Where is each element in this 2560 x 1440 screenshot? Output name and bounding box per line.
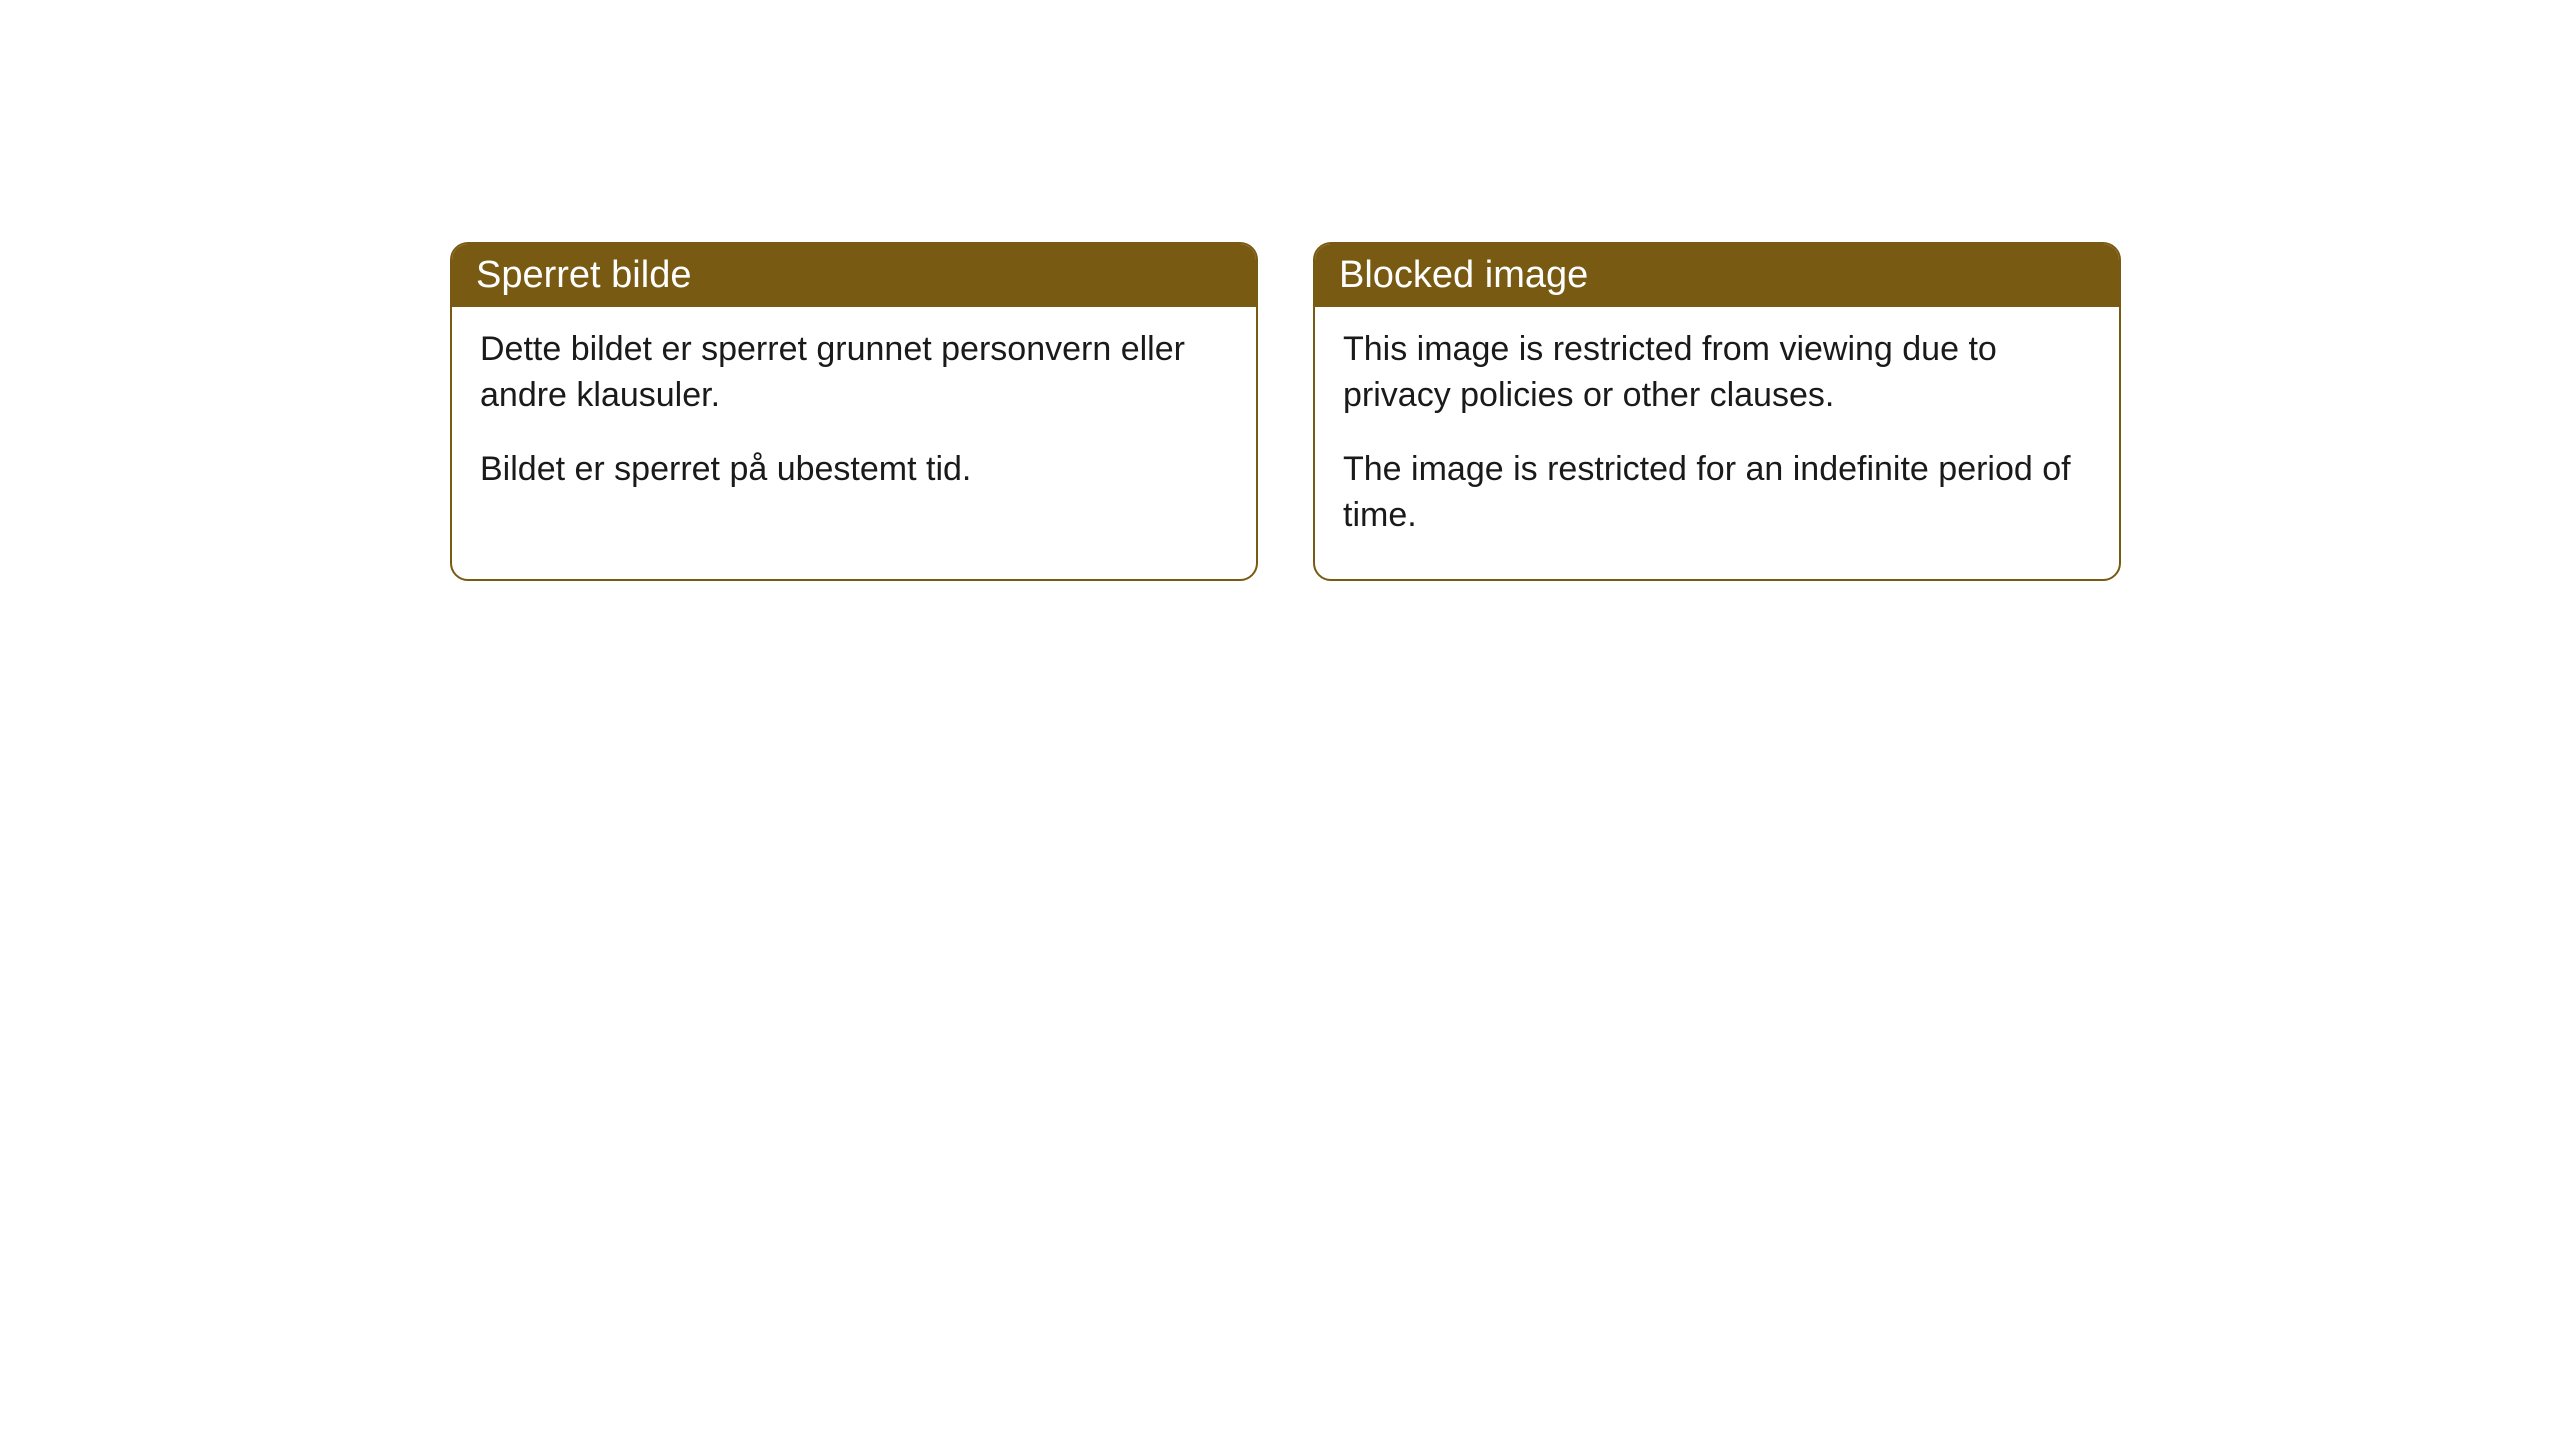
card-paragraph-1: This image is restricted from viewing du… <box>1343 327 2091 419</box>
card-paragraph-1: Dette bildet er sperret grunnet personve… <box>480 327 1228 419</box>
notice-cards-container: Sperret bilde Dette bildet er sperret gr… <box>450 242 2121 581</box>
card-title: Sperret bilde <box>476 254 691 296</box>
card-paragraph-2: Bildet er sperret på ubestemt tid. <box>480 447 1228 493</box>
card-paragraph-2: The image is restricted for an indefinit… <box>1343 447 2091 539</box>
card-body: Dette bildet er sperret grunnet personve… <box>452 307 1256 533</box>
notice-card-norwegian: Sperret bilde Dette bildet er sperret gr… <box>450 242 1258 581</box>
card-body: This image is restricted from viewing du… <box>1315 307 2119 579</box>
card-title: Blocked image <box>1339 254 1588 296</box>
card-header: Blocked image <box>1315 244 2119 307</box>
card-header: Sperret bilde <box>452 244 1256 307</box>
notice-card-english: Blocked image This image is restricted f… <box>1313 242 2121 581</box>
